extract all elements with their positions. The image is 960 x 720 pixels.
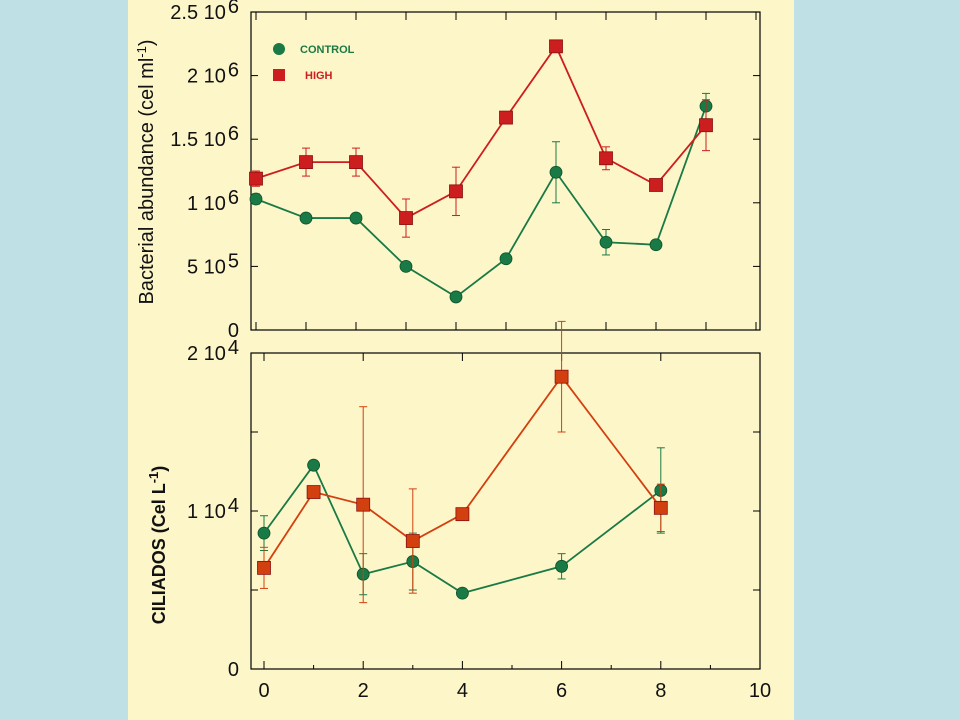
y-tick-label-base: 1 10 bbox=[187, 501, 226, 523]
y-tick-label: 2 10 4 bbox=[187, 337, 239, 365]
legend-label-control: CONTROL bbox=[300, 44, 355, 56]
series-line-high bbox=[255, 44, 707, 220]
y-axis-label-close: ) bbox=[136, 39, 158, 46]
data-point-high bbox=[299, 155, 313, 169]
data-point-control bbox=[449, 290, 463, 304]
y-tick-label-base: 2.5 10 bbox=[170, 2, 226, 24]
data-point-control bbox=[649, 238, 663, 252]
plot-0: 05 10 51 10 61.5 10 62 10 62.5 10 6Bacterial … bbox=[134, 0, 761, 342]
y-axis-label-sup: -1 bbox=[134, 46, 149, 58]
y-tick-label: 5 10 5 bbox=[187, 250, 239, 278]
data-point-control bbox=[307, 458, 321, 472]
y-tick-label-exponent: 6 bbox=[228, 123, 239, 145]
data-point-control bbox=[599, 235, 613, 249]
data-point-high bbox=[699, 118, 713, 133]
y-tick-label: 0 bbox=[228, 659, 239, 681]
data-point-control bbox=[455, 586, 469, 600]
y-tick-label: 1 10 4 bbox=[187, 495, 239, 523]
y-tick-label: 1 10 6 bbox=[187, 187, 239, 215]
data-point-high bbox=[349, 155, 363, 169]
data-point-high bbox=[549, 39, 563, 54]
x-tick-label: 4 bbox=[457, 680, 468, 702]
legend-marker-high bbox=[273, 69, 285, 81]
data-point-high bbox=[499, 110, 513, 125]
data-point-high bbox=[405, 534, 420, 548]
y-tick-label: 2 10 6 bbox=[187, 60, 239, 88]
data-point-high bbox=[554, 369, 569, 384]
y-axis-label-sup: -1 bbox=[146, 472, 161, 484]
data-point-high bbox=[455, 507, 470, 522]
y-tick-label-base: 0 bbox=[228, 659, 239, 681]
y-tick-label-base: 5 10 bbox=[187, 256, 226, 278]
data-point-control bbox=[399, 259, 413, 273]
x-tick-label: 8 bbox=[655, 680, 666, 702]
legend: CONTROL HIGH bbox=[273, 43, 355, 82]
y-tick-label: 0 bbox=[228, 320, 239, 342]
y-tick-label: 1.5 10 6 bbox=[170, 123, 239, 151]
y-axis-label: Bacterial abundance (cel ml-1) bbox=[134, 39, 158, 304]
legend-label-high: HIGH bbox=[305, 70, 333, 82]
y-tick-label-base: 2 10 bbox=[187, 66, 226, 88]
y-tick-label-base: 2 10 bbox=[187, 343, 226, 365]
plot-frame bbox=[250, 352, 761, 670]
plot-frame bbox=[250, 11, 761, 331]
y-axis-label-close: ) bbox=[149, 466, 169, 472]
y-tick-label: 2.5 10 6 bbox=[170, 0, 239, 24]
y-tick-label-base: 0 bbox=[228, 320, 239, 342]
data-point-high bbox=[356, 497, 371, 512]
x-tick-label: 2 bbox=[358, 680, 369, 702]
data-point-control bbox=[299, 211, 313, 225]
chart-panel bbox=[128, 0, 794, 720]
y-tick-label-base: 1 10 bbox=[187, 193, 226, 215]
y-tick-label-exponent: 5 bbox=[228, 250, 239, 272]
data-point-control bbox=[257, 526, 271, 540]
data-point-high bbox=[599, 151, 613, 166]
legend-marker-control bbox=[273, 43, 285, 55]
y-tick-label-exponent: 4 bbox=[228, 495, 239, 517]
x-tick-label: 6 bbox=[556, 680, 567, 702]
x-tick-label: 10 bbox=[749, 680, 771, 702]
series-line-control bbox=[255, 105, 707, 299]
data-point-control bbox=[555, 559, 568, 573]
y-tick-label-exponent: 6 bbox=[228, 0, 239, 18]
data-point-high bbox=[649, 178, 663, 192]
data-point-high bbox=[257, 560, 271, 575]
data-point-control bbox=[249, 192, 263, 206]
y-axis-label: CILIADOS (Cel L-1) bbox=[146, 466, 169, 625]
y-axis-label-text: CILIADOS (Cel L bbox=[149, 483, 169, 624]
y-tick-label-base: 1.5 10 bbox=[170, 129, 226, 151]
y-tick-label-exponent: 6 bbox=[228, 187, 239, 209]
data-point-high bbox=[399, 211, 413, 225]
data-point-control bbox=[549, 165, 563, 179]
data-point-control bbox=[499, 252, 513, 266]
data-point-high bbox=[306, 485, 321, 499]
data-point-control bbox=[349, 211, 363, 225]
data-point-high bbox=[449, 184, 463, 199]
x-tick-label: 0 bbox=[258, 680, 269, 702]
series-line-high bbox=[263, 375, 662, 569]
series-line-control bbox=[263, 463, 662, 595]
data-point-high bbox=[249, 171, 263, 186]
y-tick-label-exponent: 6 bbox=[228, 60, 239, 82]
y-tick-label-exponent: 4 bbox=[228, 337, 239, 359]
data-point-high bbox=[653, 500, 668, 515]
y-axis-label-text: Bacterial abundance (cel ml bbox=[136, 58, 158, 305]
